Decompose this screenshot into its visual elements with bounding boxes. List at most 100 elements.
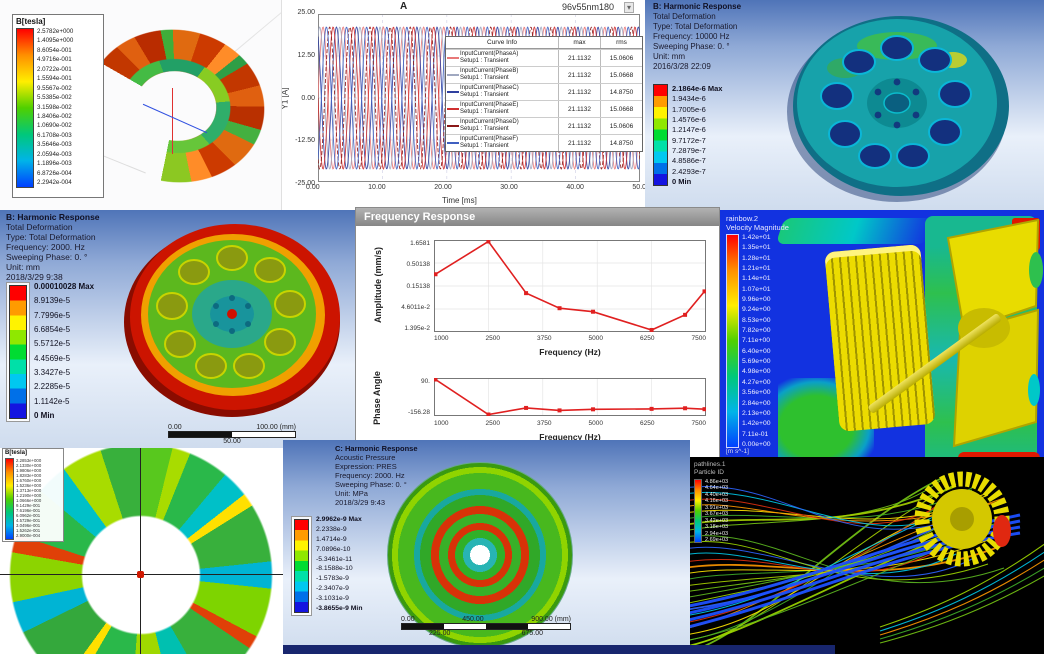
panel-stator-field: B[tesla] 2.2853e+000 2.1330e+000 1.9806e+0… <box>0 448 283 654</box>
panel-maxwell-segment: B[tesla] 2.5782e+000 1.4095e+000 8.6054e-0… <box>0 0 281 210</box>
legend-value: 3.3427e-5 <box>34 367 71 377</box>
curve-name: InputCurrent(PhaseB) Setup1 : Transient <box>460 68 519 81</box>
legend-value: 8.6054e-001 <box>37 46 72 54</box>
y-tick: 25.00 <box>297 9 315 16</box>
result-line: 2016/3/28 22:09 <box>653 62 711 71</box>
legend-value: 2.2942e-004 <box>37 179 72 186</box>
legend-value: 5.5712e-5 <box>34 339 71 349</box>
result-line: Total Deformation <box>6 222 73 232</box>
amp-x-label: Frequency (Hz) <box>539 347 601 357</box>
phase-axis-label: Phase Angle <box>371 371 382 425</box>
legend-value: 2.69e+03 <box>705 536 729 543</box>
legend-value: 4.64e+03 <box>705 485 729 492</box>
deformation-legend: 2.1864e-6 Max 1.9434e-6 1.7005e-6 1.4576e-6… <box>653 84 722 186</box>
legend-value: 7.11e-01 <box>742 430 769 438</box>
result-text-block: B: Harmonic Response Total Deformation Ty… <box>6 212 100 282</box>
scale-label: 450.00 <box>462 616 484 623</box>
scale-bar-rule <box>401 623 571 630</box>
pressure-legend: 2.9962e-9 Max 2.2338e-9 1.4714e-9 7.0896e-1… <box>291 516 362 616</box>
x-tick: 7500 <box>691 335 706 342</box>
legend-value: 1.3713e+000 <box>16 488 42 493</box>
y-tick: 0.00 <box>301 94 315 102</box>
legend-value: 2.84e+00 <box>742 399 771 407</box>
panel-harmonic-10000: B: Harmonic Response Total Deformation Ty… <box>645 0 1044 210</box>
legend-bands <box>294 519 309 613</box>
result-line: Frequency: 2000. Hz <box>6 242 85 252</box>
curve-swatch <box>447 57 459 59</box>
legend-value: 1.21e+01 <box>742 265 771 273</box>
y-axis-ticks: 25.00 12.50 0.00 -12.50 -25.00 <box>288 9 315 187</box>
x-tick: 7500 <box>691 420 706 427</box>
contour-patch <box>775 218 935 244</box>
curve-max: 21.1132 <box>558 118 600 134</box>
legend-value: 2.5782e+000 <box>37 28 74 35</box>
curve-info-header: Curve Info max rms <box>446 37 642 49</box>
panel-acoustic-pressure: C: Harmonic Response Acoustic Pressure Ex… <box>283 440 690 654</box>
panel-harmonic-2000: B: Harmonic Response Total Deformation Ty… <box>0 210 355 448</box>
legend-value: 7.7996e-5 <box>34 310 71 320</box>
result-line: 2018/3/29 9:38 <box>6 272 63 282</box>
legend-value: 8.53e+00 <box>742 316 771 324</box>
legend-value: 4.27e+00 <box>742 378 771 386</box>
x-tick: 6250 <box>640 335 655 342</box>
legend-value: 1.6760e+000 <box>16 478 42 483</box>
window-title-bar[interactable]: Frequency Response <box>356 208 719 226</box>
curve-name: InputCurrent(PhaseD) Setup1 : Transient <box>460 119 519 132</box>
legend-values: 1.42e+01 1.35e+01 1.28e+01 1.21e+01 1.14e+01… <box>742 234 771 448</box>
curve-rms: 15.0606 <box>600 50 642 66</box>
legend-value: 1.14e+01 <box>742 275 771 283</box>
x-tick: 10.00 <box>368 184 386 191</box>
legend-value: 1.2147e-6 <box>672 125 706 135</box>
curve-max: 21.1132 <box>558 50 600 66</box>
curve-name: InputCurrent(PhaseC) Setup1 : Transient <box>460 85 519 98</box>
legend-title: B[tesla] <box>5 450 28 456</box>
scale-mid: 50.00 <box>223 438 241 445</box>
legend-value: 3.42e+03 <box>705 517 729 524</box>
legend-frame <box>291 516 312 616</box>
x-tick: 1000 <box>434 335 449 342</box>
model-label: 96v55nm180 <box>561 2 614 12</box>
header-rms: rms <box>600 37 642 48</box>
particle-legend: pathlines.1 Particle ID 4.86e+03 4.64e+03… <box>694 461 728 543</box>
legend-value: -8.1588e-10 <box>316 565 353 573</box>
curve-swatch <box>447 142 459 144</box>
legend-toggle-icon[interactable]: ▾ <box>623 2 634 13</box>
header-curve-info: Curve Info <box>487 39 517 46</box>
amp-y-tick: 4.6011e-2 <box>401 303 430 311</box>
legend-title-line1: pathlines.1 <box>694 461 726 468</box>
legend-value: 1.42e+00 <box>742 420 771 428</box>
deformation-legend: 0.00010028 Max 8.9139e-5 7.7996e-5 6.6854e-… <box>6 282 94 422</box>
legend-value: 1.8283e+000 <box>16 473 42 478</box>
curve-info-row: InputCurrent(PhaseF) Setup1 : Transient 21… <box>446 134 642 151</box>
result-line: 2018/3/29 9:43 <box>335 498 386 507</box>
legend-value: -3.1031e-9 <box>316 595 349 602</box>
x-tick: 5000 <box>588 420 603 427</box>
legend-value: 6.40e+00 <box>742 347 771 355</box>
phase-x-ticks: 1000 2500 3750 5000 6250 7500 <box>434 420 706 427</box>
x-tick: 0.00 <box>306 184 320 191</box>
legend-value: 3.0496e-001 <box>16 523 41 528</box>
legend-value: 2.9962e-9 Max <box>316 516 362 523</box>
legend-value: 4.98e+00 <box>742 368 771 376</box>
result-line: Type: Total Deformation <box>653 22 738 31</box>
amp-x-ticks: 1000 2500 3750 5000 6250 7500 <box>434 335 706 342</box>
legend-value: 2.9000e-004 <box>16 533 41 538</box>
legend-value: 4.4569e-5 <box>34 353 71 363</box>
legend-bands <box>9 285 27 419</box>
legend-title-line2: Velocity Magnitude <box>726 223 789 232</box>
legend-values: 0.00010028 Max 8.9139e-5 7.7996e-5 6.6854e-… <box>34 282 94 420</box>
phase-y-tick: 90. <box>420 378 430 385</box>
legend-value: 3.5646e-003 <box>37 141 72 149</box>
legend-value: 9.7172e-7 <box>672 135 706 145</box>
result-line: Unit: mm <box>653 52 685 61</box>
streamlines-render <box>690 471 1044 653</box>
legend-value: 1.0666e+000 <box>16 498 42 503</box>
result-line: Sweeping Phase: 0. ° <box>653 42 730 51</box>
legend-unit: [m s^-1] <box>726 448 749 455</box>
legend-value: 2.0722e-001 <box>37 65 72 73</box>
legend-value: 4.5729e-001 <box>16 518 41 523</box>
legend-value: -1.5783e-9 <box>316 575 349 583</box>
legend-value: 2.4293e-7 <box>672 166 706 176</box>
legend-value: 2.2853e+000 <box>16 458 42 463</box>
